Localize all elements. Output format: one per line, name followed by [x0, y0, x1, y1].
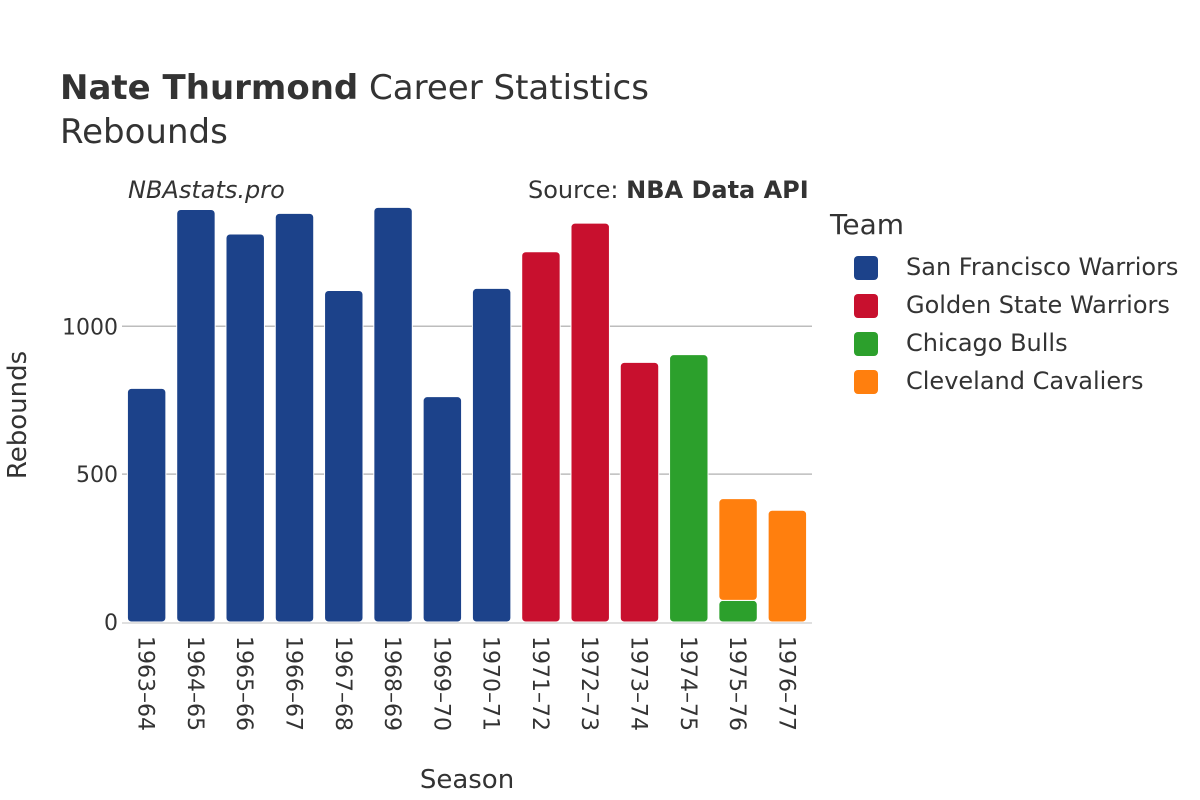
bar	[422, 396, 463, 623]
legend-swatch	[854, 256, 878, 280]
bar	[176, 208, 216, 623]
x-tick-label: 1964–65	[182, 636, 207, 731]
bar	[669, 354, 709, 623]
source-name: NBA Data API	[626, 176, 809, 204]
bar	[373, 206, 413, 623]
chart-subtitle: Rebounds	[60, 112, 228, 152]
legend-label: Cleveland Cavaliers	[906, 367, 1144, 395]
y-tick-label: 500	[76, 463, 118, 488]
legend-label: San Francisco Warriors	[906, 253, 1179, 281]
y-axis-title: Rebounds	[3, 351, 33, 479]
y-tick-label: 0	[104, 611, 118, 636]
bar	[471, 287, 512, 623]
legend-swatch	[854, 332, 878, 356]
legend-swatch	[854, 294, 878, 318]
watermark: NBAstats.pro	[128, 176, 285, 204]
bar	[324, 290, 364, 623]
x-tick-label: 1972–73	[576, 636, 601, 731]
x-tick-label: 1967–68	[330, 636, 355, 731]
legend-label: Golden State Warriors	[906, 291, 1170, 319]
chart-title-player: Nate Thurmond	[60, 68, 359, 108]
x-tick-label: 1976–77	[773, 636, 798, 731]
chart-title: Nate Thurmond Career Statistics	[60, 66, 649, 110]
chart-title-rest: Career Statistics	[358, 68, 649, 108]
source-prefix: Source:	[528, 176, 627, 204]
bar	[619, 361, 660, 623]
x-axis-title: Season	[420, 765, 514, 795]
legend-label: Chicago Bulls	[906, 329, 1068, 357]
x-tick-label: 1969–70	[428, 636, 453, 731]
x-tick-label: 1975–76	[724, 636, 749, 731]
bar	[521, 251, 561, 623]
bar	[718, 599, 758, 623]
x-tick-label: 1971–72	[527, 636, 552, 731]
source-note: Source: NBA Data API	[528, 176, 809, 204]
x-tick-label: 1965–66	[231, 636, 256, 731]
bar	[225, 233, 265, 623]
x-tick-label: 1966–67	[281, 636, 306, 731]
y-tick-label: 1000	[62, 315, 118, 340]
x-tick-label: 1970–71	[478, 636, 503, 731]
bar	[570, 222, 610, 623]
bar	[767, 509, 808, 623]
bar	[274, 212, 315, 623]
bar	[718, 498, 758, 601]
x-tick-label: 1968–69	[379, 636, 404, 731]
bar	[126, 387, 167, 623]
x-tick-label: 1973–74	[626, 636, 651, 731]
x-tick-label: 1974–75	[675, 636, 700, 731]
legend-swatch	[854, 370, 878, 394]
legend-title: Team	[830, 208, 905, 241]
x-tick-label: 1963–64	[133, 636, 158, 731]
